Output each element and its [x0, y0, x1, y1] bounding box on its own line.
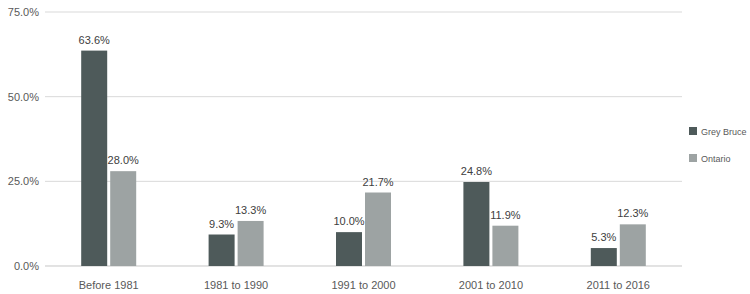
- bar: [492, 226, 518, 266]
- legend-label: Grey Bruce: [701, 127, 747, 137]
- data-label: 63.6%: [79, 34, 110, 46]
- data-label: 9.3%: [209, 218, 234, 230]
- bar: [110, 171, 136, 266]
- y-tick-label: 0.0%: [14, 260, 39, 272]
- data-label: 24.8%: [461, 165, 492, 177]
- grid-line: [45, 96, 682, 97]
- bar: [81, 51, 107, 266]
- legend-label: Ontario: [701, 154, 731, 164]
- data-label: 28.0%: [108, 154, 139, 166]
- x-axis-line: [45, 266, 682, 267]
- bar: [238, 221, 264, 266]
- x-tick-label: 1981 to 1990: [204, 279, 268, 291]
- chart-svg: 0.0% 25.0% 50.0% 75.0% 63.6% 28.0% 9.3%13.3% 10…: [0, 0, 750, 294]
- legend-swatch: [689, 154, 697, 162]
- x-tick-label: Before 1981: [79, 279, 139, 291]
- bars: [81, 51, 646, 266]
- data-label: 5.3%: [591, 231, 616, 243]
- chart-container: 0.0% 25.0% 50.0% 75.0% 63.6% 28.0% 9.3%13.3% 10…: [0, 0, 750, 294]
- bar: [463, 182, 489, 266]
- data-label: 21.7%: [362, 176, 393, 188]
- x-tick-label: 2001 to 2010: [459, 279, 523, 291]
- data-labels: 63.6% 28.0% 9.3%13.3% 10.0% 21.7% 24.8% 11.9% 5…: [79, 34, 649, 243]
- y-tick-label: 75.0%: [8, 6, 39, 18]
- legend: Grey Bruce Ontario: [689, 127, 747, 164]
- y-tick-label: 50.0%: [8, 91, 39, 103]
- data-label: 11.9%: [490, 209, 521, 221]
- data-label: 10.0%: [333, 215, 364, 227]
- bar: [591, 248, 617, 266]
- data-label: 12.3%: [617, 207, 648, 219]
- bar: [336, 232, 362, 266]
- bar: [365, 193, 391, 266]
- data-label: 13.3%: [235, 204, 266, 216]
- legend-swatch: [689, 127, 697, 135]
- grid-line: [45, 266, 682, 267]
- bar: [620, 224, 646, 266]
- x-tick-label: 2011 to 2016: [587, 279, 650, 291]
- x-tick-label: 1991 to 2000: [331, 279, 395, 291]
- bar: [209, 235, 235, 266]
- y-tick-label: 25.0%: [8, 175, 39, 187]
- grid-line: [45, 12, 682, 13]
